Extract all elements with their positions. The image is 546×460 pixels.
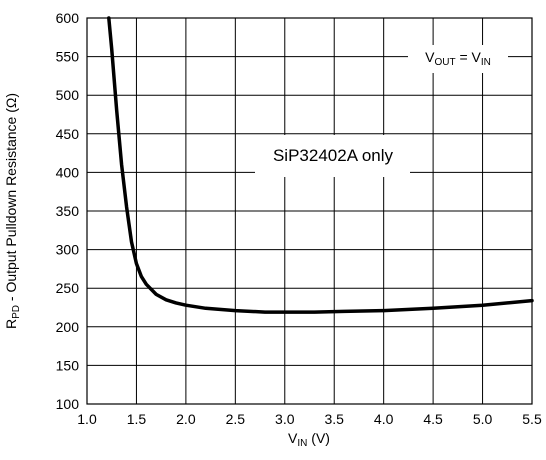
- y-tick-label: 200: [56, 319, 80, 335]
- y-tick-label: 400: [56, 164, 80, 180]
- x-tick-label: 2.0: [176, 411, 196, 427]
- y-tick-label: 500: [56, 87, 80, 103]
- series-line: [107, 16, 534, 314]
- y-tick-label: 600: [56, 10, 80, 26]
- x-tick-label: 3.0: [275, 411, 295, 427]
- y-tick-label: 350: [56, 203, 80, 219]
- y-tick-label: 550: [56, 49, 80, 65]
- x-tick-label: 3.5: [324, 411, 344, 427]
- x-tick-label: 4.0: [374, 411, 394, 427]
- plot-frame: [86, 17, 533, 405]
- annotation-product-note: SiP32402A only: [273, 146, 394, 165]
- y-tick-label: 100: [56, 396, 80, 412]
- condition-box: [408, 45, 508, 73]
- y-axis-label: RPD - Output Pulldown Resistance (Ω): [3, 93, 22, 329]
- x-tick-label: 1.0: [77, 411, 97, 427]
- x-tick-label: 1.5: [127, 411, 147, 427]
- x-tick-label: 5.0: [473, 411, 493, 427]
- y-tick-label: 150: [56, 357, 80, 373]
- x-axis-label: VIN (V): [288, 430, 330, 449]
- annotation-box: [255, 135, 410, 177]
- grid: [87, 18, 532, 404]
- x-tick-label: 2.5: [226, 411, 246, 427]
- series-line-group: [107, 16, 534, 314]
- annotation-condition: VOUT = VIN: [425, 49, 491, 68]
- y-tick-label: 250: [56, 280, 80, 296]
- y-axis-ticks: 100 150 200 250 300 350 400 450 500 550 600: [56, 10, 80, 412]
- x-tick-label: 5.5: [522, 411, 542, 427]
- x-axis-ticks: 1.0 1.5 2.0 2.5 3.0 3.5 4.0 4.5 5.0 5.5: [77, 411, 542, 427]
- x-tick-label: 4.5: [423, 411, 443, 427]
- y-tick-label: 300: [56, 242, 80, 258]
- y-tick-label: 450: [56, 126, 80, 142]
